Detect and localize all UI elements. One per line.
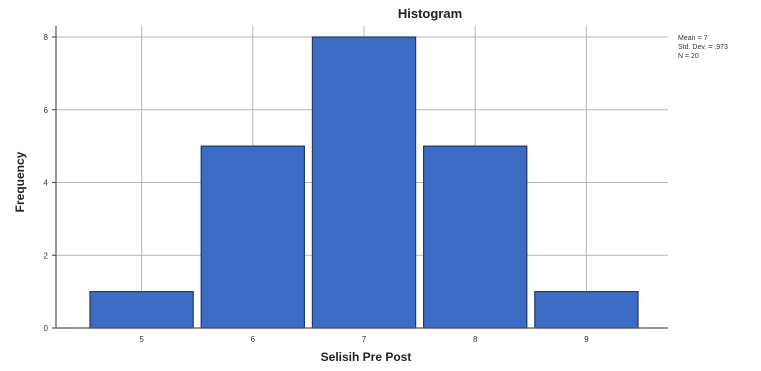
bar-8	[423, 145, 528, 329]
stats-std-dev: Std. Dev. = .973	[678, 44, 728, 51]
y-tick-label-3: 6	[44, 106, 49, 115]
x-tick-label-4: 9	[584, 335, 589, 344]
stats-n: N = 20	[678, 53, 699, 60]
bar-5	[89, 291, 194, 329]
x-tick-label-2: 7	[362, 335, 367, 344]
y-tick-label-4: 8	[44, 33, 49, 42]
bar-7	[311, 36, 417, 329]
x-tick-label-0: 5	[139, 335, 144, 344]
x-tick-label-3: 8	[473, 335, 478, 344]
y-axis-label: Frequency	[13, 151, 27, 212]
stats-box: Mean = 7 Std. Dev. = .973 N = 20	[678, 35, 728, 60]
y-tick-label-2: 4	[44, 179, 49, 188]
bar-6	[200, 145, 305, 329]
y-tick-label-0: 0	[44, 324, 49, 333]
x-tick-label-1: 6	[251, 335, 256, 344]
x-axis-label: Selisih Pre Post	[321, 350, 412, 364]
axis-layer	[55, 26, 668, 329]
stats-mean: Mean = 7	[678, 35, 707, 42]
tick-layer: 0 2 4 6 8 5 6 7 8 9	[44, 33, 590, 344]
y-tick-label-1: 2	[44, 251, 49, 260]
bar-9	[534, 291, 639, 329]
chart-title: Histogram	[398, 6, 462, 21]
